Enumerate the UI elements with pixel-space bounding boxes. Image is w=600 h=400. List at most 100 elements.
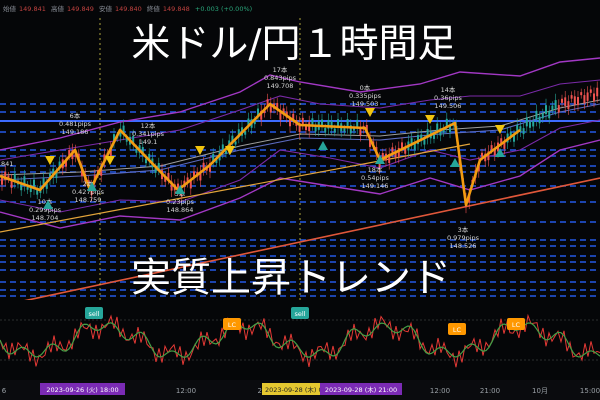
candle-body [311,118,314,126]
annotation-text: 0.427pips [72,188,105,196]
candle-body [513,135,515,142]
low-label: 安値 [98,5,112,13]
candle-body [381,153,384,158]
candle-body [282,108,285,115]
annotation-text: 0.54pips [361,174,390,182]
candle-body [557,105,560,113]
candle-body [68,150,71,156]
candle-body [439,128,442,136]
candle-body [132,135,135,145]
annotation-text: 0.979pips [447,234,480,242]
candle-body [423,139,426,145]
candle-body [573,96,576,105]
candle-body [58,161,61,168]
candle-body [13,173,16,183]
sell-signal-triangle [365,108,375,117]
candle-body [564,97,567,106]
candle-body [532,120,535,127]
candle-body [436,123,439,133]
candle-body [404,147,407,154]
annotation-text: 148.864 [167,206,194,214]
candle-body [260,110,263,120]
sell-signal-triangle [225,146,235,155]
candle-body [349,125,352,134]
oscillator-marker: sell [291,307,309,319]
ohlc-bar: 始値 149.841 高値 149.849 安値 149.840 終値 149.848 … [0,0,600,18]
candle-body [442,128,445,133]
candle-body [289,117,291,127]
sell-signal-triangle [195,146,205,155]
candle-body [538,116,541,124]
marker-label: LC [453,326,462,334]
marker-box [507,318,525,330]
candle-body [135,148,138,153]
candle-body [170,181,173,191]
candle-body [593,93,595,102]
candle-body [177,183,179,190]
candle-body [449,124,451,133]
candle-body [77,153,80,159]
candle-body [257,108,259,116]
buy-signal-triangle [175,185,185,194]
date-label-box [40,383,125,395]
candle-body [324,127,327,133]
candle-body [535,110,538,120]
sell-signal-triangle [495,125,505,134]
x-tick-label: 6 [2,387,7,395]
date-label-text: 2023-09-26 (火) 18:00 [46,386,118,394]
zigzag-annotation: 149.841 [0,160,13,168]
annotation-text: 0.481pips [59,120,92,128]
candle-body [305,124,307,131]
candle-body [580,92,583,96]
date-label-text: 2023-09-28 (木) 03: [265,385,329,394]
candle-body [525,117,528,127]
marker-box [223,318,241,330]
candle-body [359,126,362,136]
candle-body [327,119,330,129]
chart-title: 米ドル/円１時間足 [131,22,456,67]
candle-body [55,172,58,179]
candle-body [346,119,349,128]
candle-body [122,125,125,134]
date-label-text: 2023-09-28 (木) 21:00 [325,385,397,394]
candle-body [189,179,192,189]
candle-body [493,148,496,156]
candle-body [231,135,234,144]
oscillator-marker: sell [85,307,103,319]
candle-body [237,129,240,138]
candle-body [23,176,26,185]
candle-body [330,121,333,129]
annotation-text: 149.186 [62,128,89,136]
oscillator-fast [0,313,600,368]
candle-body [356,119,359,128]
candle-body [420,134,423,142]
date-label-box [320,383,402,395]
candle-body [186,177,189,183]
buy-signal-triangle [450,158,460,167]
candle-body [413,143,416,150]
candle-body [20,182,23,191]
candle-body [343,128,346,132]
candle-body [314,126,317,132]
candle-body [1,176,3,185]
candle-body [65,160,67,167]
annotation-text: 18本 [368,165,383,174]
annotation-text: 10本 [38,197,53,206]
candle-body [253,119,256,125]
x-tick-label: 12:00 [430,387,450,395]
high-value: 149.849 [66,5,94,13]
annotation-text: 149.841 [0,160,13,168]
marker-label: sell [295,310,306,318]
candle-body [244,131,247,135]
candle-body [481,152,483,157]
candle-body [500,138,503,144]
candle-body [369,138,371,147]
candle-body [29,184,32,193]
